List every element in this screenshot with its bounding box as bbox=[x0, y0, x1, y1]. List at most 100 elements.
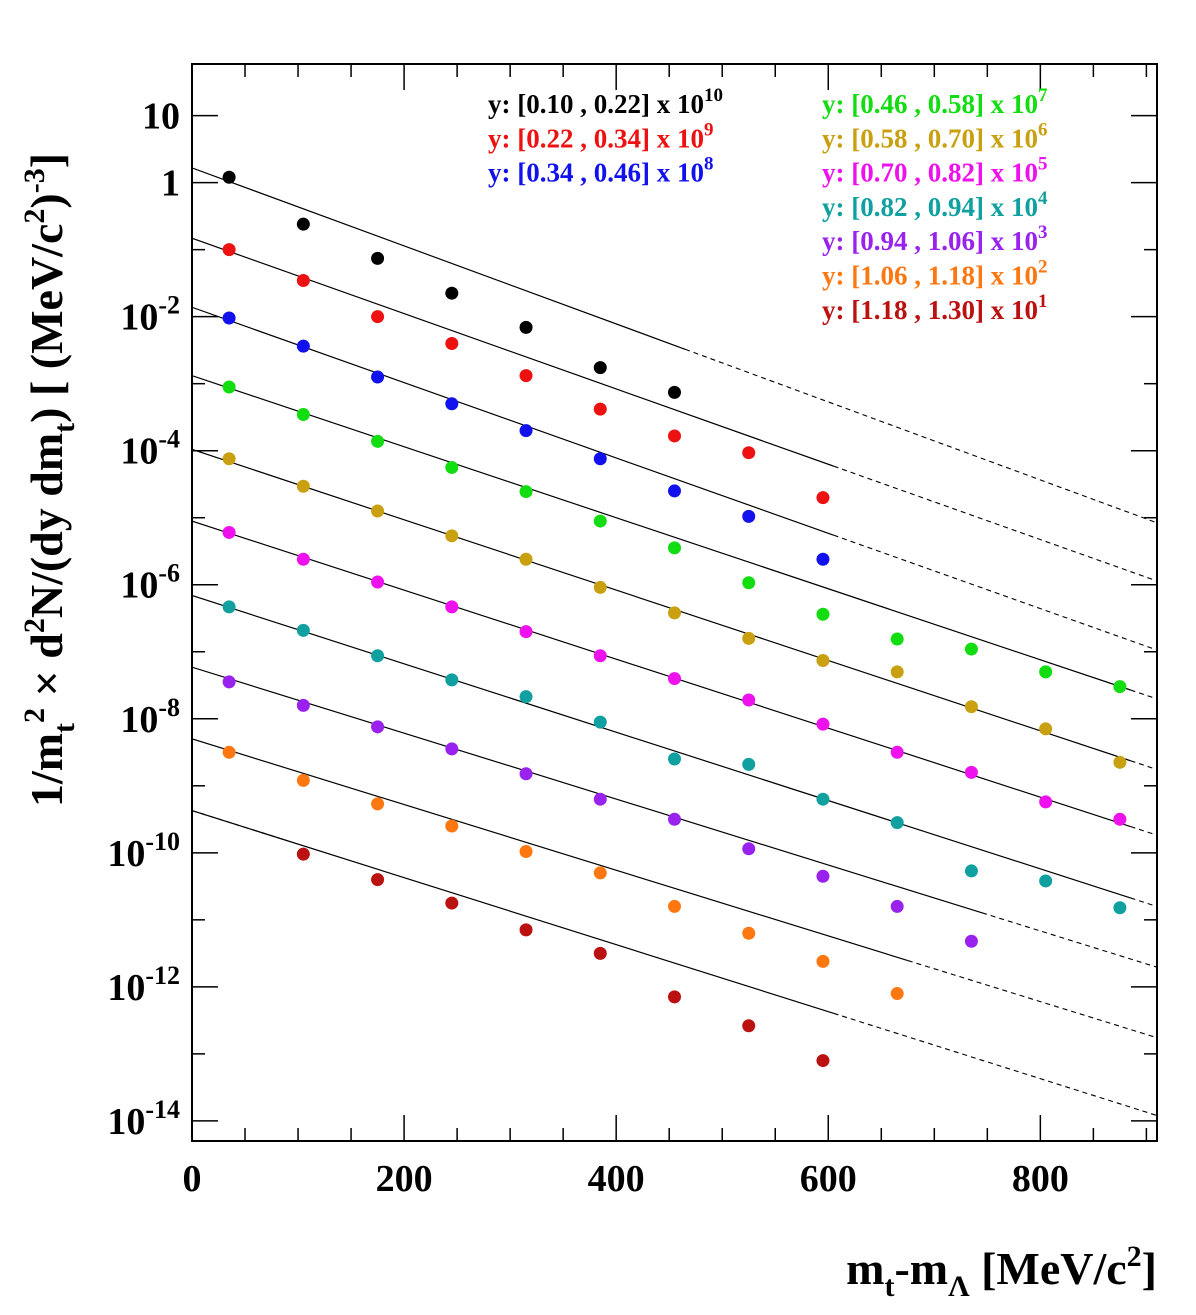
data-point bbox=[371, 251, 385, 265]
axes: 0 200 400 600 800 10 1 10-2 10-4 10-6 10-8 10-10 10-… bbox=[107, 63, 1158, 1200]
data-point bbox=[890, 665, 904, 679]
data-point bbox=[371, 720, 385, 734]
data-point bbox=[445, 673, 459, 687]
y-tick-label: 1 bbox=[161, 163, 180, 205]
legend-entry-1: y: [0.10 , 0.22] x 1010 bbox=[488, 85, 723, 119]
data-point bbox=[816, 1054, 830, 1068]
data-point bbox=[1039, 874, 1053, 888]
data-point bbox=[222, 452, 236, 466]
data-point bbox=[371, 310, 385, 324]
data-point bbox=[371, 649, 385, 663]
data-point bbox=[519, 552, 533, 566]
fit-extrapolation-5 bbox=[1130, 760, 1157, 771]
legend-entry-6: y: [0.70 , 0.82] x 105 bbox=[822, 154, 1047, 188]
data-point bbox=[593, 514, 607, 528]
data-point bbox=[890, 816, 904, 830]
data-point bbox=[964, 700, 978, 714]
data-point bbox=[593, 946, 607, 960]
data-point bbox=[593, 402, 607, 416]
fit-line-8 bbox=[192, 666, 983, 914]
data-point bbox=[519, 625, 533, 639]
fit-extrapolation-left-10 bbox=[192, 810, 288, 842]
data-point bbox=[222, 243, 236, 257]
x-tick-label: 200 bbox=[376, 1158, 433, 1200]
data-point bbox=[742, 926, 756, 940]
data-point bbox=[296, 339, 310, 353]
data-point bbox=[445, 819, 459, 833]
data-point bbox=[445, 896, 459, 910]
data-point bbox=[890, 745, 904, 759]
data-points bbox=[222, 170, 1127, 1068]
data-point bbox=[1113, 812, 1127, 826]
data-point bbox=[371, 434, 385, 448]
data-point bbox=[519, 424, 533, 438]
data-point bbox=[371, 873, 385, 887]
data-point bbox=[593, 866, 607, 880]
y-tick-label: 10-14 bbox=[107, 1095, 180, 1143]
axis-titles: mt-mΛ [MeV/c2] 1/mt2 × d2N/(dy dmt) [ (Me… bbox=[18, 153, 1157, 1303]
data-point bbox=[1039, 722, 1053, 736]
data-point bbox=[445, 460, 459, 474]
y-tick-label: 10-2 bbox=[120, 291, 180, 339]
data-point bbox=[519, 923, 533, 937]
data-point bbox=[519, 485, 533, 499]
data-point bbox=[742, 576, 756, 590]
data-point bbox=[445, 397, 459, 411]
x-tick-label: 400 bbox=[588, 1158, 645, 1200]
legend-entry-8: y: [0.94 , 1.06] x 103 bbox=[822, 222, 1047, 256]
data-point bbox=[1039, 795, 1053, 809]
data-point bbox=[816, 653, 830, 667]
data-point bbox=[668, 672, 681, 686]
data-point bbox=[742, 757, 756, 771]
data-point bbox=[964, 934, 978, 948]
data-point bbox=[296, 217, 310, 231]
data-point bbox=[964, 642, 978, 656]
data-point bbox=[296, 552, 310, 566]
data-point bbox=[964, 864, 978, 878]
data-point bbox=[371, 797, 385, 811]
fit-line-1 bbox=[192, 167, 686, 350]
data-point bbox=[816, 607, 830, 621]
data-point bbox=[222, 380, 236, 394]
data-point bbox=[222, 745, 236, 759]
y-tick-label: 10-10 bbox=[107, 827, 180, 875]
fit-line-9 bbox=[192, 738, 908, 962]
fit-extrapolation-10 bbox=[833, 1012, 1157, 1117]
data-point bbox=[668, 812, 681, 826]
data-point bbox=[296, 623, 310, 637]
data-point bbox=[816, 954, 830, 968]
data-point bbox=[668, 899, 681, 913]
data-point bbox=[742, 509, 756, 523]
y-tick-label: 10-4 bbox=[120, 425, 180, 473]
data-point bbox=[1039, 665, 1053, 679]
y-tick-label: 10-6 bbox=[120, 559, 180, 607]
legend-entry-2: y: [0.22 , 0.34] x 109 bbox=[488, 119, 713, 153]
legend-entry-5: y: [0.58 , 0.70] x 106 bbox=[822, 119, 1047, 153]
data-point bbox=[890, 632, 904, 646]
plot-frame bbox=[191, 63, 1158, 1142]
data-point bbox=[519, 767, 533, 781]
fit-extrapolation-8 bbox=[981, 912, 1157, 968]
data-point bbox=[222, 600, 236, 614]
data-point bbox=[222, 311, 236, 325]
data-point bbox=[371, 575, 385, 589]
data-point bbox=[519, 320, 533, 334]
data-point bbox=[222, 525, 236, 539]
data-point bbox=[668, 385, 681, 399]
data-point bbox=[668, 429, 681, 443]
fit-extrapolation-4 bbox=[1130, 689, 1157, 700]
y-axis-title: 1/mt2 × d2N/(dy dmt) [ (MeV/c2)-3] bbox=[18, 153, 81, 807]
data-point bbox=[296, 479, 310, 493]
x-tick-label: 600 bbox=[800, 1158, 857, 1200]
data-point bbox=[222, 675, 236, 689]
y-tick-label: 10-12 bbox=[107, 961, 180, 1009]
x-tick-label: 0 bbox=[183, 1158, 202, 1200]
data-point bbox=[296, 698, 310, 712]
data-point bbox=[742, 693, 756, 707]
data-point bbox=[519, 369, 533, 383]
data-point bbox=[593, 715, 607, 729]
fit-extrapolation-6 bbox=[1130, 826, 1157, 836]
y-tick-label: 10 bbox=[142, 96, 180, 138]
